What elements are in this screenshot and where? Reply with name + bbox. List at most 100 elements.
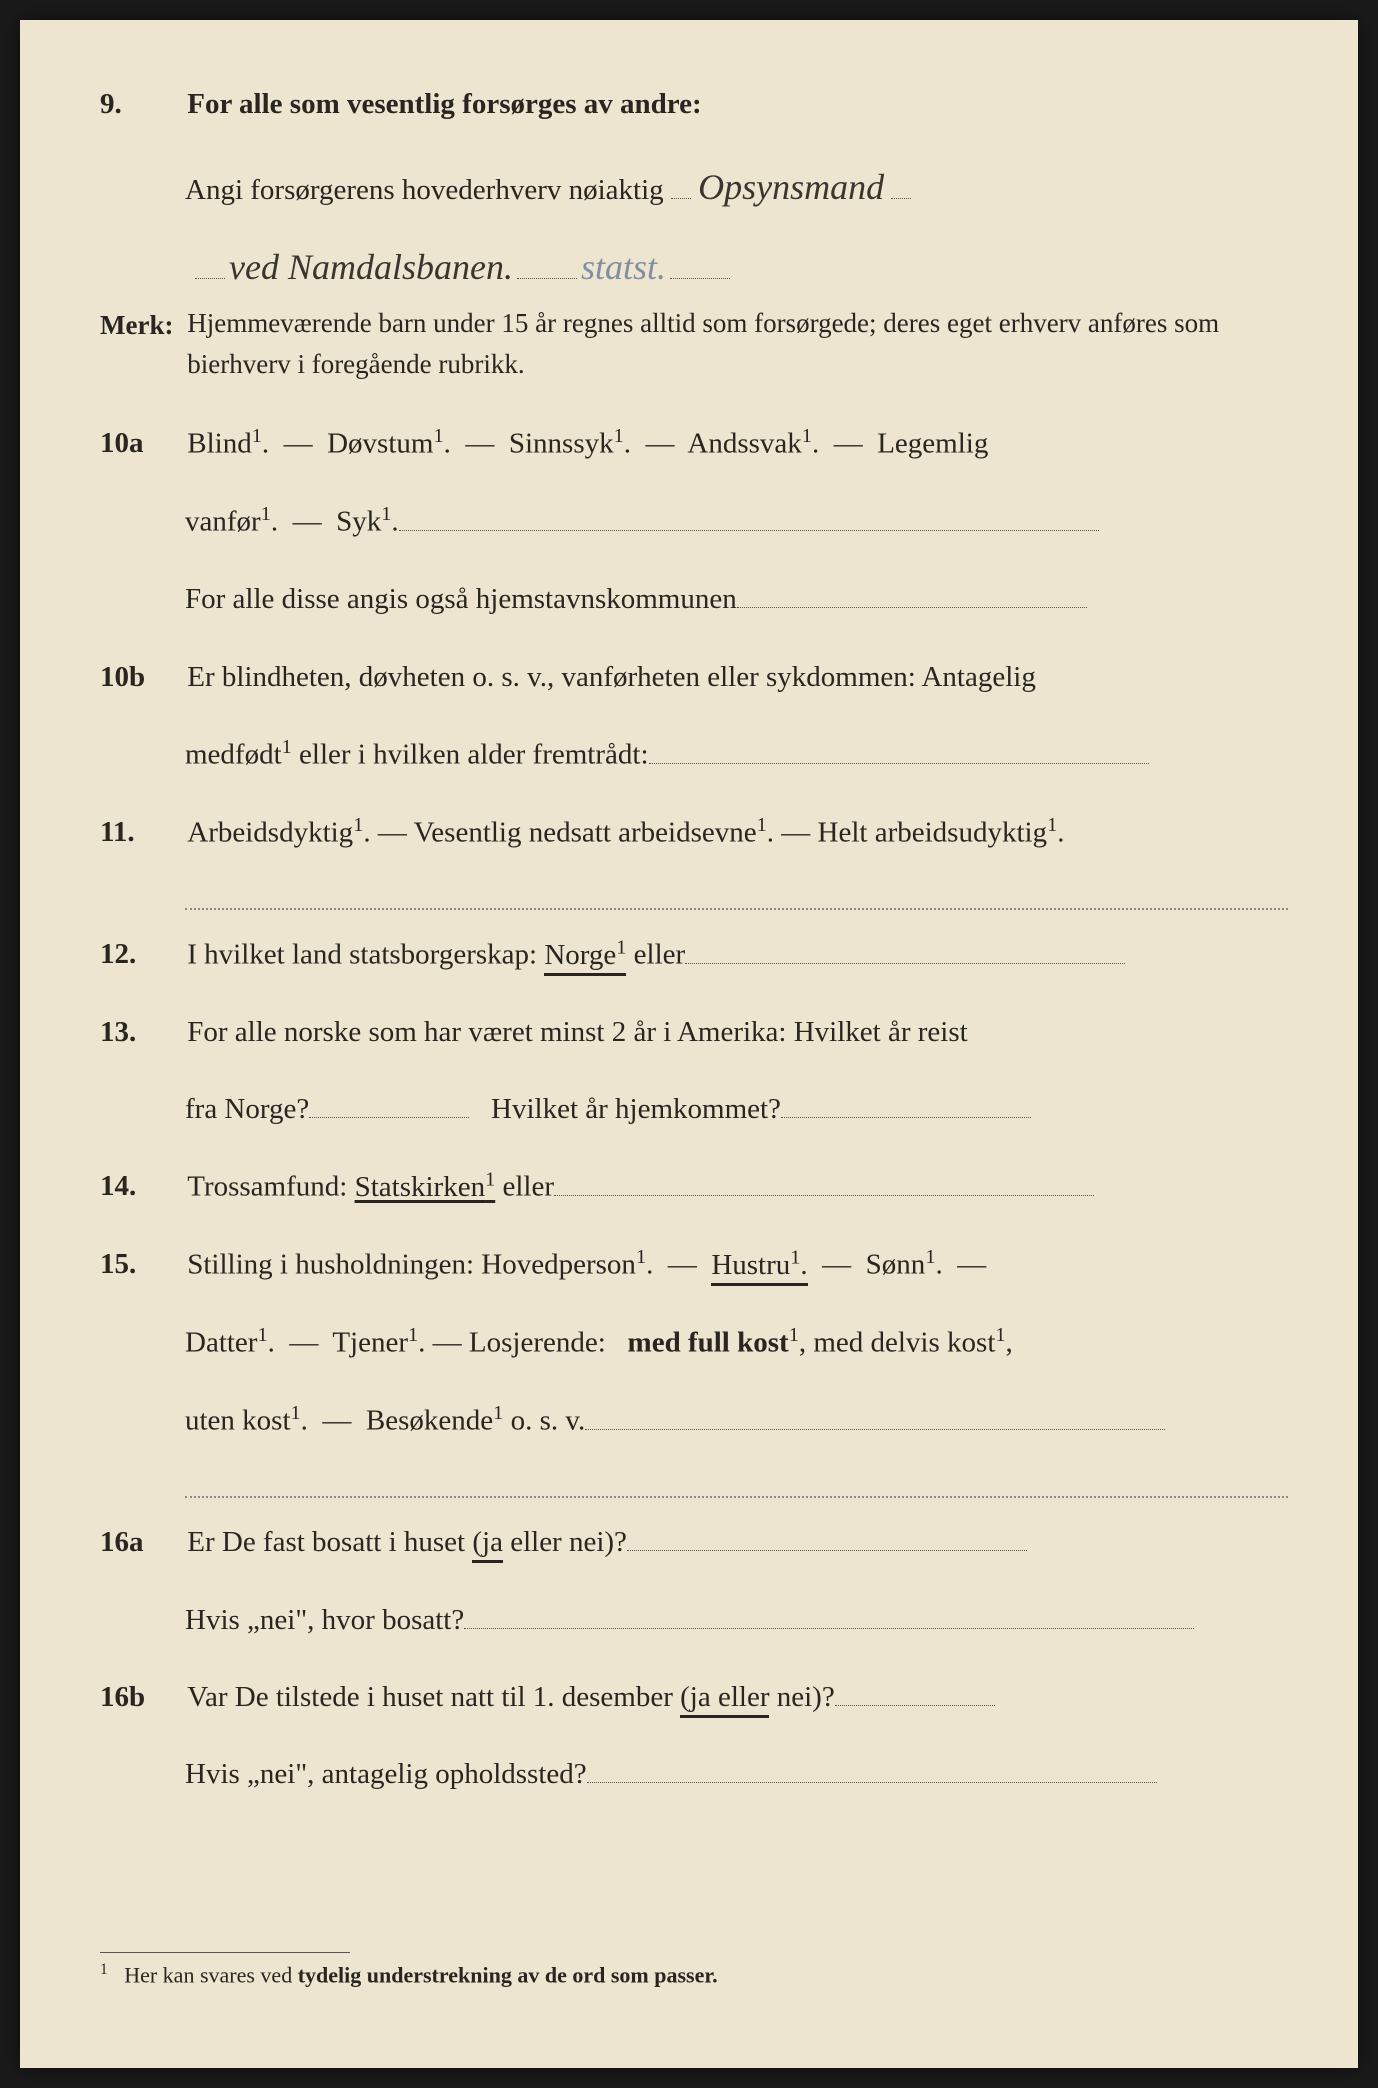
medfodt: medfødt: [185, 739, 282, 771]
q12-content: I hvilket land statsborgerskap: Norge1 e…: [187, 930, 1285, 980]
blind: Blind: [187, 428, 251, 460]
q16a-content: Er De fast bosatt i huset (ja eller nei)…: [187, 1518, 1285, 1567]
footnote-rule: [100, 1952, 350, 1953]
delvis-kost: med delvis kost: [813, 1327, 995, 1359]
nei16b: nei)?: [769, 1681, 834, 1713]
footnote-sup: 1: [100, 1961, 108, 1978]
dots: [781, 1117, 1031, 1118]
q12-eller: eller: [626, 939, 685, 971]
q15-content1: Stilling i husholdningen: Hovedperson1. …: [187, 1240, 1285, 1290]
dots: [309, 1117, 469, 1118]
fra-norge: fra Norge?: [185, 1093, 309, 1125]
tjener: Tjener: [332, 1327, 408, 1359]
q15-line2: Datter1. — Tjener1. — Losjerende: med fu…: [185, 1318, 1288, 1368]
q9-num: 9.: [100, 80, 180, 129]
q16a-line1: 16a Er De fast bosatt i huset (ja eller …: [100, 1518, 1288, 1567]
stilling: Stilling i husholdningen: Hovedperson: [187, 1249, 636, 1281]
q10b-line1: 10b Er blindheten, døvheten o. s. v., va…: [100, 653, 1288, 702]
q15-line1: 15. Stilling i husholdningen: Hovedperso…: [100, 1240, 1288, 1290]
hustru: Hustru: [711, 1249, 790, 1281]
norge-underlined: Norge1: [544, 939, 626, 976]
q16a-num: 16a: [100, 1518, 180, 1567]
legemlig: Legemlig: [877, 428, 988, 460]
q13-num: 13.: [100, 1008, 180, 1057]
q16b-line2: Hvis „nei", antagelig opholdssted?: [185, 1750, 1288, 1799]
arbeidsdyktig: Arbeidsdyktig: [187, 817, 353, 849]
fast-bosatt: Er De fast bosatt i huset: [187, 1526, 472, 1558]
osv: o. s. v.: [503, 1405, 585, 1437]
dots: [835, 1705, 995, 1706]
opholdssted: Hvis „nei", antagelig opholdssted?: [185, 1758, 587, 1790]
dots: [195, 278, 225, 279]
q16a-line2: Hvis „nei", hvor bosatt?: [185, 1596, 1288, 1645]
dots: [670, 278, 730, 279]
trossamfund: Trossamfund:: [187, 1171, 354, 1203]
q9-answer1: Opsynsmand: [698, 167, 884, 207]
q9-answer2-line: ved Namdalsbanen. statst.: [195, 246, 1288, 288]
sonn: Sønn: [866, 1249, 926, 1281]
q10a-hjemstavn: For alle disse angis også hjemstavnskomm…: [185, 583, 737, 615]
dots: [399, 530, 1099, 531]
dots: [671, 198, 691, 199]
statskirken: Statskirken: [355, 1171, 486, 1203]
hustru-underlined: Hustru1.: [711, 1249, 807, 1286]
q11-content: Arbeidsdyktig1. — Vesentlig nedsatt arbe…: [187, 808, 1285, 858]
norge: Norge: [544, 939, 616, 971]
full-kost: med full kost: [628, 1327, 789, 1359]
q9-answer2b: statst.: [581, 247, 666, 287]
dots: [627, 1550, 1027, 1551]
losjerende: Losjerende:: [469, 1327, 606, 1359]
dots: [554, 1195, 1094, 1196]
census-form-page: 9. For alle som vesentlig forsørges av a…: [20, 20, 1358, 2068]
statskirken-underlined: Statskirken1: [355, 1171, 496, 1203]
q10a-num: 10a: [100, 419, 180, 468]
q10b-text1: Er blindheten, døvheten o. s. v., vanfør…: [187, 653, 1285, 702]
q16b-line1: 16b Var De tilstede i huset natt til 1. …: [100, 1673, 1288, 1722]
sinnssyk: Sinnssyk: [509, 428, 614, 460]
q15-dotted: [185, 1474, 1288, 1498]
q11-num: 11.: [100, 808, 180, 857]
q10a-content: Blind1. — Døvstum1. — Sinnssyk1. — Andss…: [187, 419, 1285, 469]
footnote-bold: tydelig understrekning av de ord som pas…: [298, 1962, 718, 1987]
merk-text: Hjemmeværende barn under 15 år regnes al…: [187, 303, 1285, 384]
q16b-num: 16b: [100, 1673, 180, 1722]
besokende: Besøkende: [366, 1405, 493, 1437]
dots: [891, 198, 911, 199]
merk-block: Merk: Hjemmeværende barn under 15 år reg…: [100, 303, 1288, 384]
dots: [517, 278, 577, 279]
q9-prompt-line: Angi forsørgerens hovederhverv nøiaktig …: [185, 157, 1288, 218]
footnote-text: Her kan svares ved: [124, 1962, 298, 1987]
q10a-line3: For alle disse angis også hjemstavnskomm…: [185, 575, 1288, 624]
q13-text1: For alle norske som har været minst 2 år…: [187, 1008, 1285, 1057]
tilstede: Var De tilstede i huset natt til 1. dese…: [187, 1681, 680, 1713]
q10b-line2: medfødt1 eller i hvilken alder fremtrådt…: [185, 730, 1288, 780]
q15-line3: uten kost1. — Besøkende1 o. s. v.: [185, 1396, 1288, 1446]
dovstum: Døvstum: [327, 428, 433, 460]
q12-line: 12. I hvilket land statsborgerskap: Norg…: [100, 930, 1288, 980]
q12-num: 12.: [100, 930, 180, 979]
ja-underlined: (ja: [472, 1526, 503, 1563]
q14-eller: eller: [495, 1171, 554, 1203]
q9-heading-text: For alle som vesentlig forsørges av andr…: [187, 80, 1285, 129]
q14-content: Trossamfund: Statskirken1 eller: [187, 1162, 1285, 1212]
dots: [737, 607, 1087, 608]
q16b-content: Var De tilstede i huset natt til 1. dese…: [187, 1673, 1285, 1722]
datter: Datter: [185, 1327, 257, 1359]
hjemkommet: Hvilket år hjemkommet?: [491, 1093, 781, 1125]
dots: [685, 963, 1125, 964]
q14-line: 14. Trossamfund: Statskirken1 eller: [100, 1162, 1288, 1212]
dots: [585, 1429, 1165, 1430]
q12-text1: I hvilket land statsborgerskap:: [187, 939, 544, 971]
udyktig: Helt arbeidsudyktig: [818, 817, 1048, 849]
dots: [464, 1628, 1194, 1629]
dots: [649, 763, 1149, 764]
q14-num: 14.: [100, 1162, 180, 1211]
q10b-num: 10b: [100, 653, 180, 702]
hvor-bosatt: Hvis „nei", hvor bosatt?: [185, 1604, 464, 1636]
q13-line2: fra Norge? Hvilket år hjemkommet?: [185, 1085, 1288, 1134]
vanfor: vanfør: [185, 506, 261, 538]
q11-dotted: [185, 886, 1288, 910]
q11-line: 11. Arbeidsdyktig1. — Vesentlig nedsatt …: [100, 808, 1288, 858]
q15-num: 15.: [100, 1240, 180, 1289]
syk: Syk: [336, 506, 381, 538]
